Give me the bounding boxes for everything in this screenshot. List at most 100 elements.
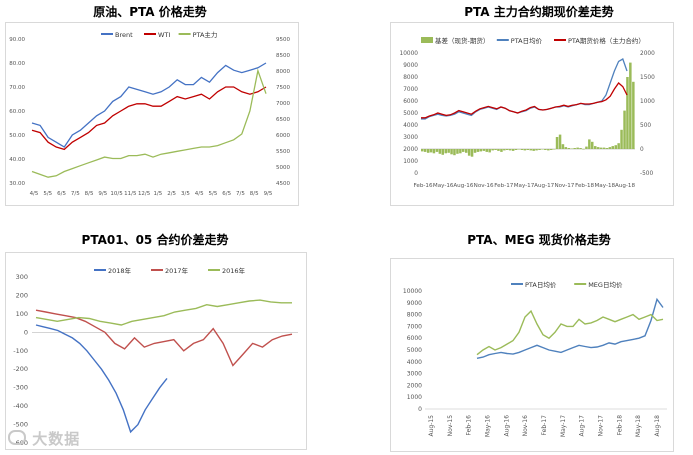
basis-bar: [588, 139, 591, 149]
chart-area: 基差（现货-期货） PTA日均价 PTA期货价格（主力合约） 0 1000 2000 300…: [390, 22, 674, 206]
chart-area: 2018年 2017年 2016年 300 200 100 0 -100 -200 -300 -40…: [5, 252, 307, 450]
legend-label: 2018年: [108, 266, 132, 275]
y-left-tick-label: 3000: [403, 135, 418, 141]
y-right-tick-label: 7000: [276, 101, 290, 107]
legend-label: MEG日均价: [588, 280, 623, 289]
basis-bar: [555, 137, 559, 149]
basis-bar: [470, 149, 474, 157]
y-tick-label: 5000: [407, 347, 422, 354]
y-right-tick-label: 4500: [276, 181, 290, 187]
y-tick-label: 7000: [407, 323, 422, 330]
watermark: 大数据: [8, 428, 80, 449]
series-line-2: [35, 299, 292, 326]
y-left-tick-label: 90.00: [9, 37, 25, 43]
x-tick-label: May-18: [594, 183, 615, 189]
series-line-1: [35, 309, 293, 367]
x-tick-label: May-16: [433, 183, 454, 189]
basis-bar: [447, 149, 450, 153]
basis-bar: [596, 147, 600, 149]
y-right-tick-label: 5500: [276, 149, 290, 155]
x-tick-label: 6/5: [57, 191, 66, 197]
x-tick-label: 6/5: [222, 191, 231, 197]
basis-bar: [453, 149, 456, 156]
y-tick-label: 10000: [403, 288, 422, 295]
x-tick-label: Aug-16: [453, 183, 473, 189]
series-line-0: [476, 297, 664, 359]
x-tick-label: 12/5: [138, 191, 151, 197]
basis-bar: [467, 149, 471, 156]
x-tick-label: Aug-17: [579, 415, 586, 437]
x-tick-label: 2/5: [167, 191, 176, 197]
basis-bar: [526, 149, 529, 150]
x-tick-label: Nov-16: [522, 415, 529, 437]
basis-bar: [500, 149, 503, 152]
series-line-0: [35, 324, 168, 434]
y-tick-label: 3000: [407, 371, 422, 378]
basis-bar: [544, 149, 547, 150]
x-tick-label: Feb-16: [413, 183, 432, 189]
legend-label: 基差（现货-期货）: [435, 36, 489, 45]
y-tick-label: -400: [13, 402, 28, 410]
y-left-tick-label: 10000: [400, 51, 419, 57]
y-tick-label: 9000: [407, 300, 422, 307]
chat-bubble-icon: [8, 430, 26, 445]
x-tick-label: Nov-16: [474, 183, 494, 189]
y-left-tick-label: 4000: [403, 123, 418, 129]
basis-bar: [594, 146, 597, 149]
chart-title: PTA 主力合约期现价差走势: [464, 5, 614, 19]
basis-bar: [421, 149, 424, 152]
x-tick-label: 11/5: [124, 191, 137, 197]
basis-bar: [573, 148, 576, 149]
basis-bar: [623, 110, 626, 149]
legend-label: PTA日均价: [525, 280, 557, 289]
crude-pta-line-chart: Brent WTI PTA主力 30.00 40.00 50.00 60.00 70.00 80…: [9, 30, 290, 197]
chart-panel-pta-basis: PTA 主力合约期现价差走势 基差（现货-期货） PTA日均价 PTA期货价格（主力…: [385, 0, 693, 215]
x-tick-label: May-17: [560, 415, 567, 437]
x-tick-label: Nov-17: [598, 415, 605, 437]
basis-bar: [476, 149, 480, 152]
x-tick-label: 4/5: [30, 191, 39, 197]
x-tick-label: 7/5: [236, 191, 245, 197]
legend-label: 2017年: [165, 266, 189, 275]
chart-panel-crude-pta: 原油、PTA 价格走势 Brent WTI PTA主力 30.00 40.00 50.00…: [0, 0, 300, 215]
x-tick-label: May-17: [514, 183, 535, 189]
x-tick-label: Aug-15: [428, 415, 435, 437]
basis-bar: [591, 141, 594, 149]
y-tick-label: -500: [13, 421, 28, 429]
x-tick-label: May-18: [635, 415, 642, 437]
legend-label: WTI: [158, 31, 170, 39]
basis-bar: [450, 149, 453, 155]
y-left-tick-label: 80.00: [9, 61, 25, 67]
basis-bar: [429, 149, 433, 153]
basis-bar: [582, 149, 585, 150]
chart-panel-pta-spread: PTA01、05 合约价差走势 2018年 2017年 2016年 300 200 100…: [0, 228, 310, 455]
series-line-1: [476, 309, 664, 356]
y-tick-label: 0: [418, 406, 422, 413]
basis-bar: [579, 148, 582, 149]
y-tick-label: 4000: [407, 359, 422, 366]
y-tick-label: -200: [13, 365, 28, 373]
y-right-tick-label: 0: [640, 147, 644, 153]
basis-bar: [617, 143, 620, 149]
series-line-2: [31, 68, 267, 178]
y-left-tick-label: 0: [414, 171, 418, 177]
x-tick-label: 4/5: [195, 191, 204, 197]
series-line-0: [31, 62, 267, 148]
basis-bar: [491, 149, 494, 151]
basis-bar: [462, 149, 465, 152]
y-tick-label: -300: [13, 384, 28, 392]
x-tick-label: 9/5: [98, 191, 107, 197]
x-tick-label: Feb-18: [575, 183, 594, 189]
basis-bar: [611, 146, 614, 149]
basis-bar: [503, 149, 506, 151]
pta-spread-line-chart: 2018年 2017年 2016年 300 200 100 0 -100 -200 -300 -40…: [13, 266, 298, 447]
chart-title: PTA、MEG 现货价格走势: [467, 233, 611, 247]
chart-area: PTA日均价 MEG日均价 0 1000 2000 3000 4000 5000 6000 700…: [390, 258, 674, 452]
basis-bar: [423, 149, 427, 152]
y-left-tick-label: 1000: [403, 159, 418, 165]
basis-bar: [614, 145, 617, 149]
legend-label: 2016年: [222, 266, 246, 275]
legend-label: Brent: [115, 31, 133, 39]
series-line-1: [31, 86, 267, 151]
y-tick-label: 300: [16, 273, 28, 281]
